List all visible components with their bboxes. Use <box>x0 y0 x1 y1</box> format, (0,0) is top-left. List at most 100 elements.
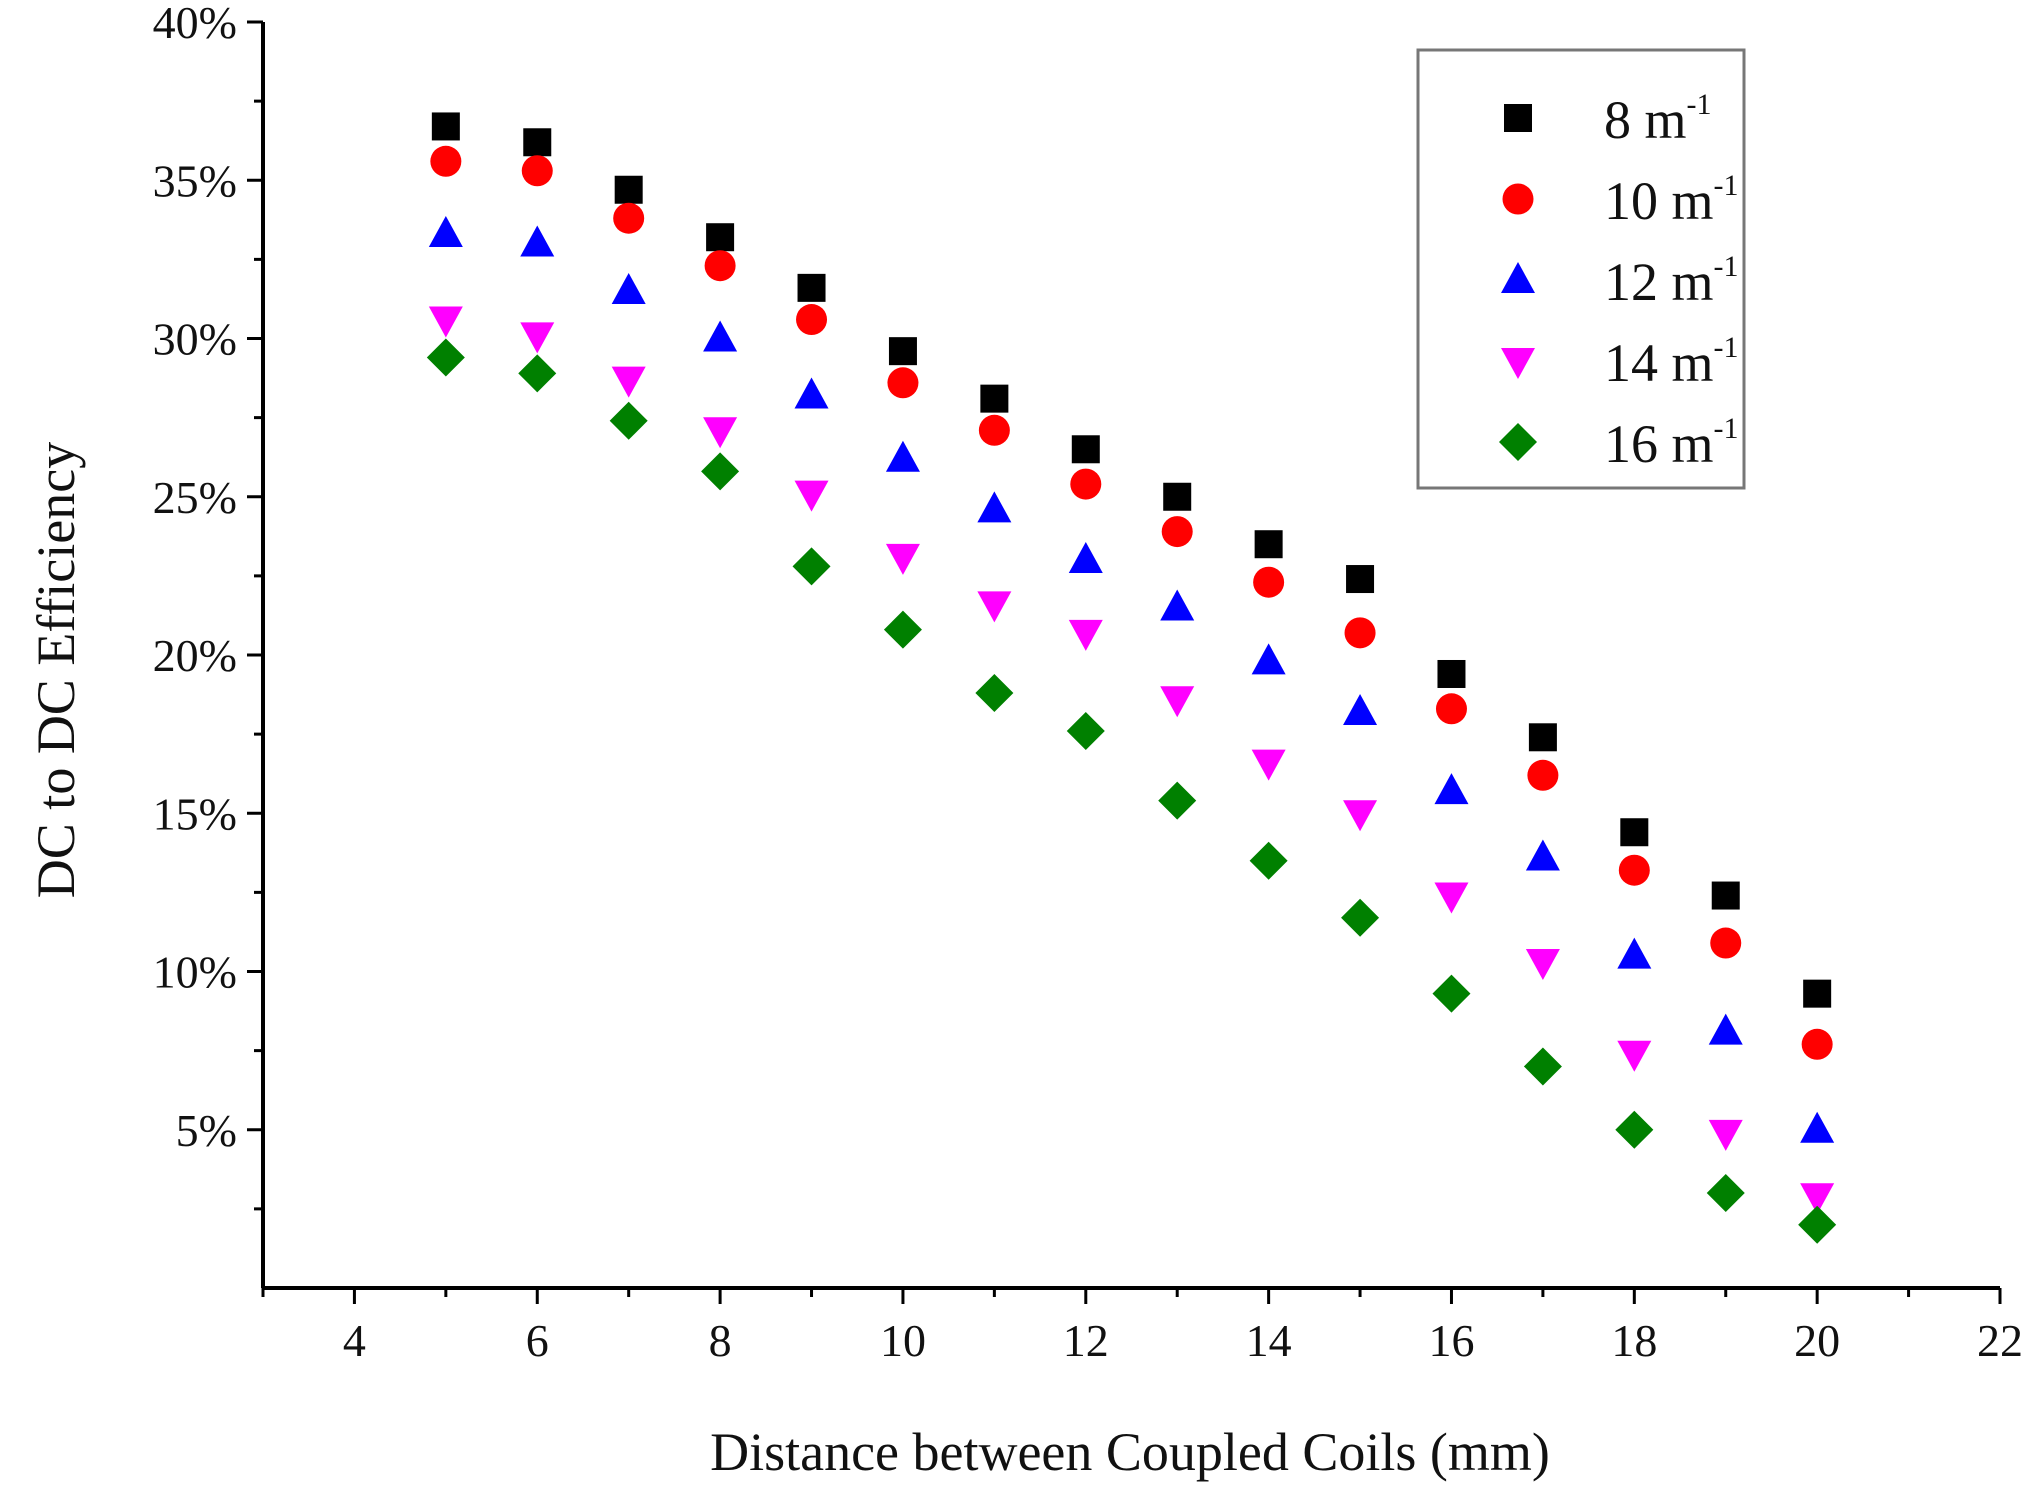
data-point <box>1343 800 1378 832</box>
series-4 <box>428 306 1835 1215</box>
data-point <box>1071 435 1100 464</box>
data-point <box>1163 482 1192 511</box>
x-tick-label: 14 <box>1246 1315 1292 1366</box>
data-point <box>1068 619 1103 651</box>
y-tick-label: 5% <box>176 1105 237 1156</box>
y-tick-label: 40% <box>153 0 237 48</box>
data-point <box>1070 468 1102 500</box>
series-5 <box>426 338 1837 1244</box>
ticks: 4 6 8 10 12 14 16 18 20 22 5% 10% 15% 20% 25% 30% 35% 40% <box>153 0 2023 1366</box>
data-point <box>614 175 643 204</box>
data-point <box>701 452 740 491</box>
data-point <box>796 304 828 336</box>
data-point <box>1432 974 1471 1013</box>
data-point <box>1617 937 1652 969</box>
data-point <box>611 366 646 398</box>
x-tick-label: 22 <box>1977 1315 2023 1366</box>
data-point <box>703 320 738 352</box>
data-point <box>426 338 465 377</box>
legend-label: 8 m-1 <box>1604 88 1712 150</box>
legend-item: 12 m-1 <box>1501 250 1739 312</box>
data-point <box>888 337 917 366</box>
data-point <box>1708 1013 1743 1045</box>
data-point <box>1710 927 1742 959</box>
data-point <box>1437 659 1466 688</box>
data-point <box>1434 882 1469 914</box>
y-tick-label: 10% <box>153 947 237 998</box>
data-point <box>1435 693 1467 725</box>
data-point <box>980 384 1009 413</box>
y-axis-title: DC to DC Efficiency <box>26 442 86 898</box>
data-point <box>523 128 552 157</box>
data-point <box>794 377 829 409</box>
data-point <box>1346 565 1375 594</box>
legend-marker <box>1501 348 1535 379</box>
data-point <box>885 440 920 472</box>
x-tick-label: 18 <box>1611 1315 1657 1366</box>
legend-label: 16 m-1 <box>1604 412 1739 474</box>
data-point <box>428 306 463 338</box>
data-point <box>1525 949 1560 981</box>
legend-marker <box>1499 423 1537 461</box>
legend-item: 14 m-1 <box>1501 331 1739 393</box>
data-point <box>1068 542 1103 574</box>
data-point <box>1434 773 1469 805</box>
legend-marker <box>1504 104 1532 132</box>
data-point <box>1254 530 1283 559</box>
data-point <box>977 491 1012 523</box>
data-point <box>611 273 646 305</box>
data-point <box>518 354 557 393</box>
series-3 <box>428 216 1835 1143</box>
legend-item: 16 m-1 <box>1499 412 1739 474</box>
data-point <box>1615 1110 1654 1149</box>
data-point <box>520 225 555 257</box>
legend-label: 10 m-1 <box>1604 169 1739 231</box>
data-point <box>1618 854 1650 886</box>
x-tick-label: 12 <box>1063 1315 1109 1366</box>
data-point <box>704 250 736 282</box>
data-point <box>431 112 460 141</box>
data-point <box>1523 1047 1562 1086</box>
data-point <box>1341 898 1380 937</box>
data-point <box>613 202 645 234</box>
x-tick-label: 6 <box>526 1315 549 1366</box>
data-point <box>609 401 648 440</box>
legend-marker <box>1501 262 1535 293</box>
data-point <box>1066 711 1105 750</box>
data-point <box>703 417 738 449</box>
legend-label: 14 m-1 <box>1604 331 1739 393</box>
y-tick-label: 35% <box>153 155 237 206</box>
data-point <box>1803 979 1832 1008</box>
data-point <box>428 216 463 248</box>
data-point <box>520 322 555 354</box>
data-point <box>1527 759 1559 791</box>
data-point <box>1161 516 1193 548</box>
data-point <box>1158 781 1197 820</box>
data-point <box>977 591 1012 623</box>
data-point <box>1708 1119 1743 1151</box>
data-point <box>887 367 919 399</box>
data-point <box>1800 1183 1835 1215</box>
data-point <box>885 543 920 575</box>
series-1 <box>431 112 1832 1008</box>
data-point <box>978 414 1010 446</box>
data-point <box>1711 881 1740 910</box>
data-point <box>1801 1028 1833 1060</box>
y-tick-label: 20% <box>153 630 237 681</box>
x-tick-label: 16 <box>1428 1315 1474 1366</box>
legend-marker <box>1502 183 1534 215</box>
data-point <box>1620 818 1649 847</box>
legend-item: 8 m-1 <box>1504 88 1712 150</box>
data-point <box>1800 1111 1835 1143</box>
data-point <box>1160 686 1195 718</box>
data-point <box>792 547 831 586</box>
y-tick-label: 30% <box>153 314 237 365</box>
x-tick-label: 8 <box>709 1315 732 1366</box>
y-tick-label: 15% <box>153 788 237 839</box>
x-tick-label: 10 <box>880 1315 926 1366</box>
data-point <box>797 273 826 302</box>
legend: 8 m-1 10 m-1 12 m-1 14 m-1 16 m-1 <box>1416 48 1746 490</box>
x-axis-title: Distance between Coupled Coils (mm) <box>710 1422 1550 1482</box>
